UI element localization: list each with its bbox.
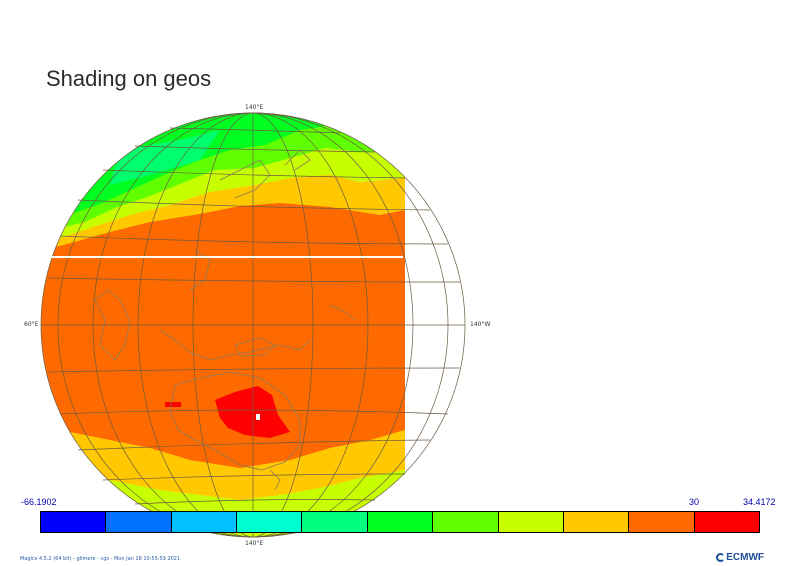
- shaded-field: [41, 113, 405, 537]
- field-hot-dot: [256, 414, 260, 420]
- map-title: Shading on geos: [46, 66, 212, 91]
- colorbar-cell: [367, 512, 434, 532]
- colorbar-cell: [433, 512, 499, 532]
- legend-max-label: 34.4172: [743, 497, 776, 507]
- colorbar-cell: [694, 512, 759, 532]
- ecmwf-logo-text: ECMWF: [726, 552, 764, 563]
- label-bottom: 140°E: [245, 540, 264, 547]
- footer-text: Magics 4.5.2 (64 bit) - glimere - cgs - …: [20, 556, 181, 562]
- colorbar-cell: [302, 512, 368, 532]
- colorbar-cell: [41, 512, 107, 532]
- label-right: 140°W: [470, 321, 491, 328]
- colorbar-cell: [629, 512, 695, 532]
- colorbar-cell: [498, 512, 564, 532]
- coastlines: [94, 149, 356, 491]
- field-hot-core: [215, 386, 290, 438]
- legend-mid-label: 30: [689, 497, 700, 507]
- colorbar-cell: [106, 512, 172, 532]
- colorbar-cell: [171, 512, 238, 532]
- legend-min-label: -66.1902: [21, 497, 57, 507]
- colorbar: [40, 511, 760, 533]
- label-left: 60°E: [24, 321, 39, 328]
- field-hot-speck: [165, 402, 181, 407]
- ecmwf-logo-icon: [716, 553, 726, 562]
- colorbar-cell: [563, 512, 630, 532]
- colorbar-cell: [237, 512, 303, 532]
- label-top: 140°E: [245, 104, 264, 111]
- equator-stripe: [48, 256, 403, 258]
- ecmwf-logo: ECMWF: [716, 552, 764, 563]
